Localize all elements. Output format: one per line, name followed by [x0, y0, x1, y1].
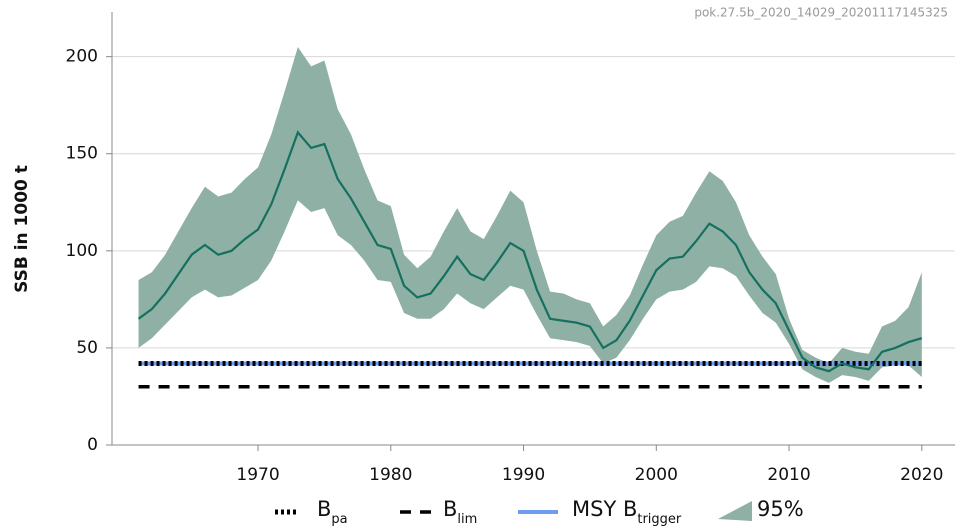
legend-label-main: MSY B: [572, 497, 637, 521]
y-tick-label: 50: [76, 338, 98, 358]
source-label: pok.27.5b_2020_14029_20201117145325: [694, 6, 948, 20]
legend-label: Bpa: [317, 497, 348, 527]
y-tick-label: 100: [66, 241, 98, 261]
y-axis-title: SSB in 1000 t: [12, 165, 32, 293]
x-tick-label: 1990: [502, 465, 545, 485]
x-tick-label: 2000: [635, 465, 678, 485]
legend-label: Blim: [443, 497, 477, 527]
legend-label-sub: trigger: [637, 512, 682, 527]
y-tick-label: 0: [87, 435, 98, 455]
legend-label: 95%: [757, 497, 804, 521]
x-tick-label: 1980: [369, 465, 412, 485]
x-tick-label: 1970: [236, 465, 279, 485]
legend-label-main: B: [443, 497, 457, 521]
legend-swatch: [718, 501, 752, 521]
legend-label-sub: lim: [457, 512, 477, 527]
confidence-band: [138, 46, 922, 383]
ssb-line: [137, 130, 923, 373]
legend-label: MSY Btrigger: [572, 497, 682, 527]
x-tick-label: 2020: [900, 465, 943, 485]
y-tick-label: 150: [66, 144, 98, 164]
legend-label-sub: pa: [331, 512, 347, 527]
legend-label-main: B: [317, 497, 331, 521]
y-tick-label: 200: [66, 47, 98, 67]
x-tick-label: 2010: [767, 465, 810, 485]
